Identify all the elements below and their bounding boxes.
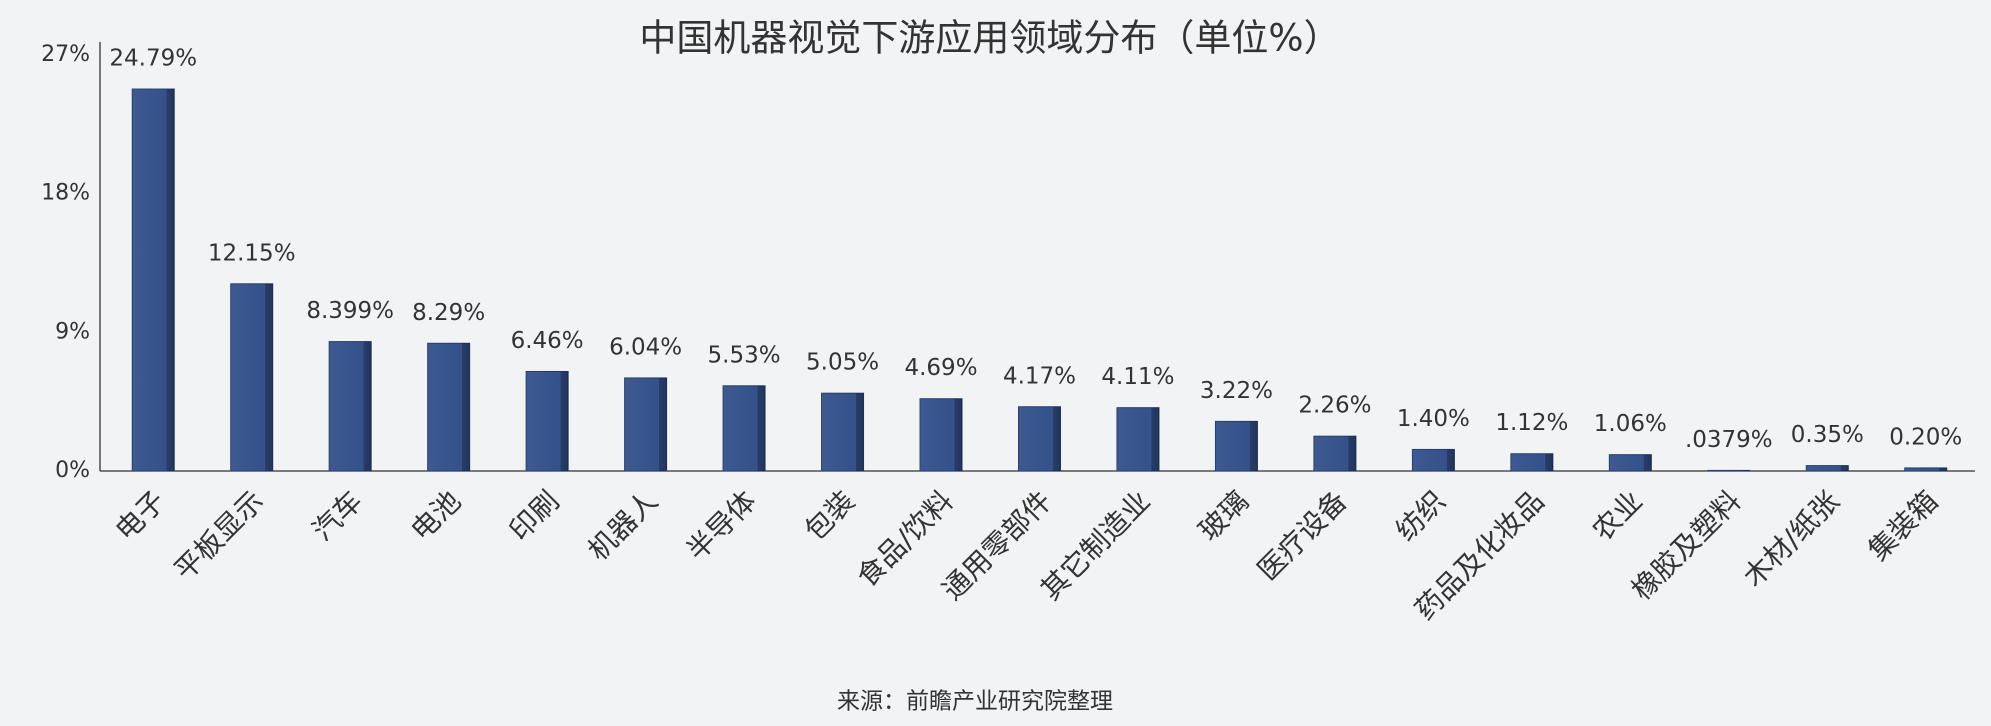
bar-shade	[723, 385, 766, 471]
value-label: 8.399%	[306, 298, 394, 324]
bar-shade	[230, 283, 273, 471]
value-label: 4.11%	[1101, 364, 1174, 390]
value-label: 3.22%	[1200, 378, 1273, 404]
value-label: 5.53%	[708, 342, 781, 368]
value-label: 1.06%	[1594, 411, 1667, 437]
value-label: 6.04%	[609, 334, 682, 360]
bar-shade	[1904, 467, 1947, 471]
bar-shade	[427, 343, 470, 471]
value-label: 1.12%	[1495, 410, 1568, 436]
value-label: 8.29%	[412, 300, 485, 326]
bar-shade	[132, 89, 175, 472]
value-label: 4.69%	[904, 355, 977, 381]
chart-title: 中国机器视觉下游应用领域分布（单位%）	[639, 17, 1340, 60]
bar-shade	[1806, 465, 1849, 471]
bar-shade	[1412, 449, 1455, 471]
value-label: 0.35%	[1791, 422, 1864, 448]
bar-shade	[1215, 421, 1258, 471]
source-note: 来源：前瞻产业研究院整理	[837, 689, 1113, 715]
value-label: 2.26%	[1298, 393, 1371, 419]
value-label: 12.15%	[208, 240, 296, 266]
y-tick-label: 9%	[55, 319, 90, 344]
bar-shade	[1018, 406, 1061, 471]
value-label: 6.46%	[511, 328, 584, 354]
bar-shade	[821, 393, 864, 471]
bar-shade	[329, 341, 372, 471]
value-label: .0379%	[1685, 427, 1773, 453]
bar-shade	[1313, 436, 1356, 471]
value-label: 5.05%	[806, 350, 879, 376]
bar-shade	[1707, 470, 1750, 471]
y-tick-label: 27%	[41, 42, 90, 67]
bar-shade	[624, 377, 667, 471]
bar-shade	[1116, 407, 1159, 471]
bar-shade	[1609, 454, 1652, 471]
bar-shade	[920, 398, 963, 471]
value-label: 0.20%	[1889, 424, 1962, 450]
value-label: 24.79%	[109, 46, 197, 72]
value-label: 1.40%	[1397, 406, 1470, 432]
bar-shade	[526, 371, 569, 471]
value-label: 4.17%	[1003, 363, 1076, 389]
y-tick-label: 18%	[41, 181, 90, 206]
bar-shade	[1510, 453, 1553, 471]
y-tick-label: 0%	[55, 458, 90, 483]
